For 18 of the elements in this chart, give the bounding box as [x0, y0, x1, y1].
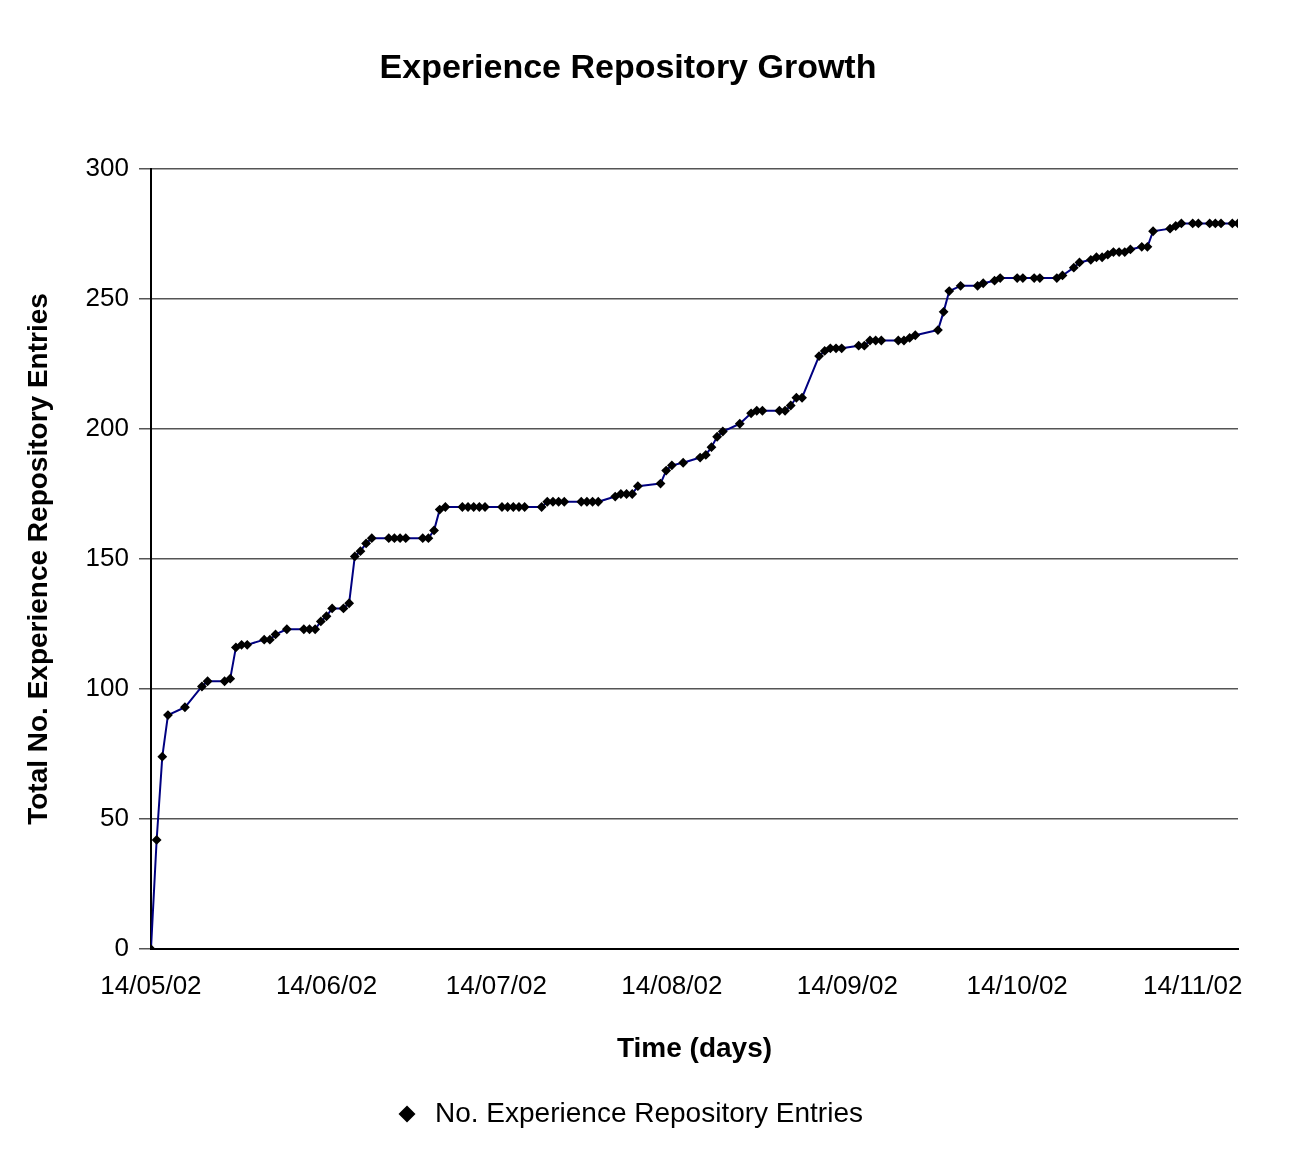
legend-label: No. Experience Repository Entries — [435, 1096, 863, 1128]
x-tick-label: 14/06/02 — [275, 969, 378, 1000]
y-tick-label: 100 — [85, 672, 129, 703]
x-tick-label: 14/09/02 — [796, 969, 898, 1000]
y-tick-label: 50 — [100, 802, 129, 833]
x-tick-label: 14/10/02 — [966, 969, 1068, 1000]
x-tick-label: 14/11/02 — [1143, 969, 1243, 1000]
x-tick-label: 14/07/02 — [445, 969, 547, 1000]
x-tick-label: 14/05/02 — [100, 969, 202, 1000]
y-tick-label: 150 — [85, 542, 129, 573]
x-tick-label: 14/08/02 — [621, 969, 723, 1000]
y-axis-title: Total No. Experience Repository Entries — [21, 293, 53, 825]
x-axis-title: Time (days) — [616, 1031, 773, 1063]
y-tick-label: 300 — [85, 151, 129, 182]
y-tick-label: 250 — [85, 282, 129, 313]
y-tick-label: 200 — [85, 412, 129, 443]
y-tick-label: 0 — [114, 932, 129, 963]
chart-title: Experience Repository Growth — [379, 46, 877, 85]
